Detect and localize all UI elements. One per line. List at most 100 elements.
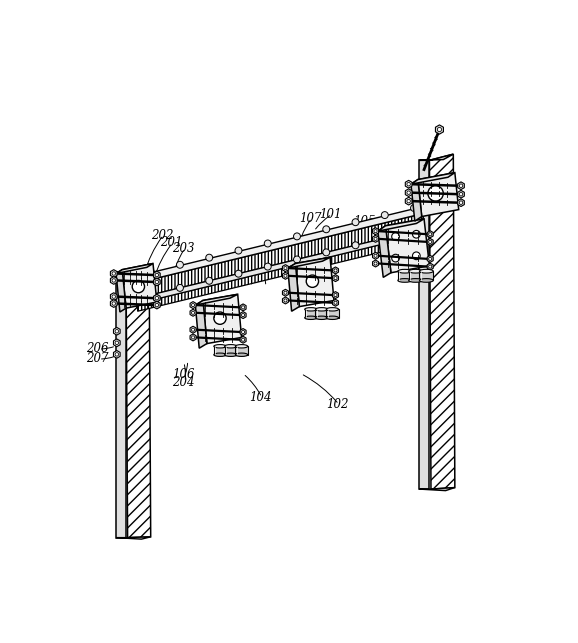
Circle shape bbox=[155, 273, 158, 276]
Text: 204: 204 bbox=[172, 376, 195, 388]
Circle shape bbox=[413, 252, 420, 260]
Polygon shape bbox=[458, 199, 464, 206]
Circle shape bbox=[112, 278, 116, 282]
Circle shape bbox=[294, 233, 301, 240]
Polygon shape bbox=[110, 276, 117, 284]
Circle shape bbox=[294, 256, 301, 263]
Polygon shape bbox=[420, 271, 434, 280]
Circle shape bbox=[460, 201, 463, 204]
Circle shape bbox=[352, 219, 359, 226]
Circle shape bbox=[334, 293, 337, 296]
Circle shape bbox=[191, 311, 195, 314]
Polygon shape bbox=[305, 309, 317, 318]
Circle shape bbox=[191, 336, 195, 339]
Polygon shape bbox=[240, 304, 246, 311]
Ellipse shape bbox=[398, 278, 412, 282]
Ellipse shape bbox=[305, 316, 317, 320]
Polygon shape bbox=[122, 264, 157, 308]
Polygon shape bbox=[116, 264, 149, 272]
Text: 207: 207 bbox=[86, 352, 109, 365]
Polygon shape bbox=[138, 229, 423, 303]
Polygon shape bbox=[116, 264, 153, 273]
Circle shape bbox=[191, 303, 195, 307]
Polygon shape bbox=[373, 235, 379, 242]
Polygon shape bbox=[190, 334, 196, 341]
Polygon shape bbox=[203, 294, 242, 343]
Circle shape bbox=[429, 240, 432, 244]
Circle shape bbox=[374, 237, 377, 240]
Ellipse shape bbox=[326, 316, 339, 320]
Text: 105: 105 bbox=[353, 215, 376, 228]
Circle shape bbox=[334, 269, 337, 272]
Circle shape bbox=[214, 312, 226, 324]
Circle shape bbox=[147, 291, 154, 298]
Circle shape bbox=[429, 233, 432, 236]
Circle shape bbox=[410, 228, 417, 235]
Polygon shape bbox=[373, 228, 379, 235]
Circle shape bbox=[428, 186, 443, 201]
Text: 205: 205 bbox=[238, 255, 260, 269]
Polygon shape bbox=[332, 299, 339, 306]
Polygon shape bbox=[116, 537, 151, 539]
Circle shape bbox=[284, 299, 287, 302]
Polygon shape bbox=[398, 271, 412, 280]
Circle shape bbox=[323, 226, 329, 233]
Polygon shape bbox=[235, 347, 248, 355]
Circle shape bbox=[407, 183, 410, 186]
Polygon shape bbox=[225, 347, 237, 355]
Ellipse shape bbox=[409, 269, 423, 273]
Polygon shape bbox=[405, 180, 412, 188]
Circle shape bbox=[242, 306, 244, 309]
Circle shape bbox=[242, 314, 244, 316]
Text: 106: 106 bbox=[172, 368, 195, 381]
Circle shape bbox=[381, 235, 388, 242]
Polygon shape bbox=[283, 273, 288, 279]
Polygon shape bbox=[138, 234, 423, 311]
Ellipse shape bbox=[214, 353, 226, 356]
Ellipse shape bbox=[305, 307, 317, 311]
Text: 101: 101 bbox=[319, 208, 342, 221]
Polygon shape bbox=[154, 294, 160, 302]
Polygon shape bbox=[154, 301, 160, 309]
Circle shape bbox=[112, 302, 116, 305]
Circle shape bbox=[112, 295, 116, 298]
Circle shape bbox=[438, 127, 442, 132]
Polygon shape bbox=[283, 297, 288, 304]
Polygon shape bbox=[240, 329, 246, 336]
Polygon shape bbox=[378, 219, 424, 231]
Circle shape bbox=[410, 204, 417, 212]
Polygon shape bbox=[458, 182, 464, 190]
Polygon shape bbox=[190, 326, 196, 333]
Circle shape bbox=[132, 280, 144, 293]
Circle shape bbox=[374, 230, 377, 233]
Circle shape bbox=[306, 275, 318, 287]
Polygon shape bbox=[154, 278, 160, 286]
Circle shape bbox=[235, 270, 242, 277]
Polygon shape bbox=[110, 269, 117, 277]
Polygon shape bbox=[110, 293, 117, 300]
Polygon shape bbox=[420, 160, 429, 489]
Ellipse shape bbox=[225, 345, 237, 348]
Polygon shape bbox=[429, 154, 455, 489]
Circle shape bbox=[284, 291, 287, 294]
Polygon shape bbox=[409, 271, 423, 280]
Circle shape bbox=[206, 277, 213, 284]
Polygon shape bbox=[113, 350, 120, 358]
Polygon shape bbox=[427, 231, 433, 238]
Polygon shape bbox=[283, 265, 288, 271]
Circle shape bbox=[242, 338, 244, 341]
Circle shape bbox=[284, 267, 287, 269]
Circle shape bbox=[352, 242, 359, 249]
Polygon shape bbox=[288, 257, 330, 268]
Polygon shape bbox=[283, 289, 288, 296]
Polygon shape bbox=[411, 179, 422, 221]
Circle shape bbox=[429, 257, 432, 260]
Polygon shape bbox=[411, 172, 455, 184]
Text: 104: 104 bbox=[249, 391, 272, 404]
Circle shape bbox=[460, 184, 463, 188]
Polygon shape bbox=[332, 275, 339, 282]
Circle shape bbox=[334, 301, 337, 304]
Ellipse shape bbox=[326, 307, 339, 311]
Circle shape bbox=[407, 191, 410, 194]
Polygon shape bbox=[373, 260, 379, 267]
